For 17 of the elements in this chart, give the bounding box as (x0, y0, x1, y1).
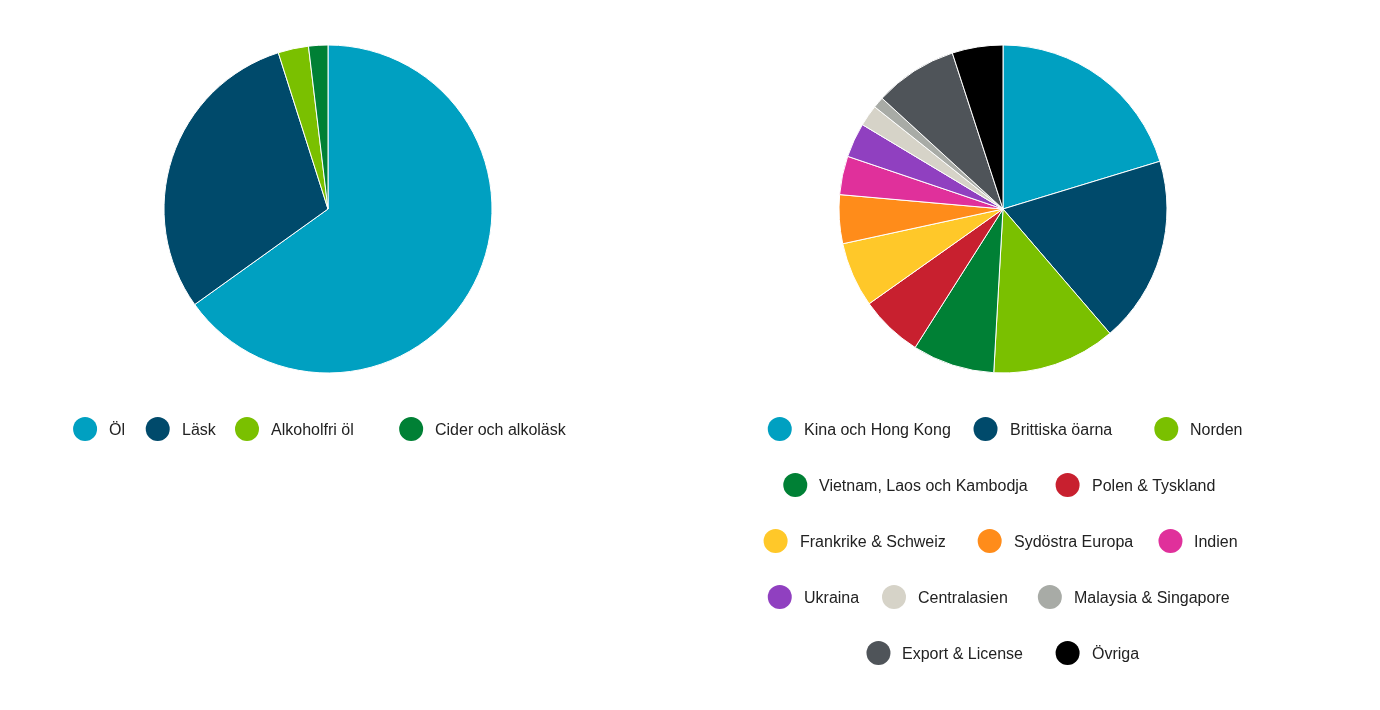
legend-label: Öl (109, 421, 125, 438)
legend-label: Norden (1190, 421, 1243, 438)
legend-label: Centralasien (918, 589, 1008, 606)
legend-label: Övriga (1092, 645, 1140, 662)
legend-label: Alkoholfri öl (271, 421, 354, 438)
legend-label: Cider och alkoläsk (435, 421, 567, 438)
legend-label: Ukraina (804, 589, 860, 606)
legend-label: Brittiska öarna (1010, 421, 1113, 438)
legend-label: Frankrike & Schweiz (800, 533, 946, 550)
legend-label: Export & License (902, 645, 1024, 662)
legend-label: Vietnam, Laos och Kambodja (819, 477, 1028, 494)
legend-label: Malaysia & Singapore (1074, 589, 1230, 606)
legend-label: Indien (1194, 533, 1238, 550)
legend-label: Polen & Tyskland (1092, 477, 1216, 494)
legend-label: Kina och Hong Kong (804, 421, 951, 438)
legend-label: Läsk (182, 421, 217, 438)
legend-label: Sydöstra Europa (1014, 533, 1134, 550)
